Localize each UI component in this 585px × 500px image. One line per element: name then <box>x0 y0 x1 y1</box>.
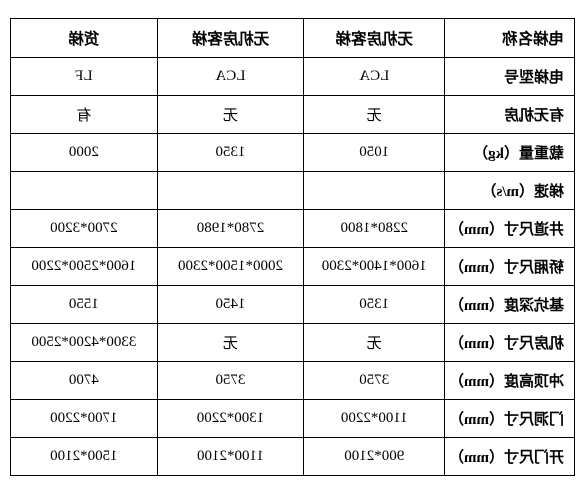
cell <box>11 172 158 210</box>
row-label: 基坑深度（mm） <box>445 286 575 324</box>
table-row: 井道尺寸（mm） 2280*1800 2780*1980 2700*3200 <box>11 210 575 248</box>
cell: 2000*1500*2300 <box>157 248 304 286</box>
cell: 无 <box>304 96 445 134</box>
header-cell: 无机房客梯 <box>304 19 445 58</box>
table-body: 电梯型号 LCA LCA LF 有无机房 无 无 有 载重量（kg） 1050 … <box>11 58 575 476</box>
cell: LCA <box>157 58 304 96</box>
table-header-row: 电梯名称 无机房客梯 无机房客梯 货梯 <box>11 19 575 58</box>
cell: 4700 <box>11 362 158 400</box>
row-label: 轿厢尺寸（mm） <box>445 248 575 286</box>
table-row: 冲顶高度（mm） 3750 3750 4700 <box>11 362 575 400</box>
cell: 1500*2100 <box>11 438 158 476</box>
cell: 1700*2200 <box>11 400 158 438</box>
table-row: 轿厢尺寸（mm） 1600*1400*2300 2000*1500*2300 1… <box>11 248 575 286</box>
table-row: 开门尺寸（mm） 900*2100 1100*2100 1500*2100 <box>11 438 575 476</box>
cell: 无 <box>304 324 445 362</box>
cell: 2000 <box>11 134 158 172</box>
header-cell: 货梯 <box>11 19 158 58</box>
cell: 1350 <box>157 134 304 172</box>
cell: 3300*4200*2500 <box>11 324 158 362</box>
cell: LCA <box>304 58 445 96</box>
table-row: 基坑深度（mm） 1350 1450 1550 <box>11 286 575 324</box>
cell: 900*2100 <box>304 438 445 476</box>
cell: 1450 <box>157 286 304 324</box>
row-label: 有无机房 <box>445 96 575 134</box>
spec-table: 电梯名称 无机房客梯 无机房客梯 货梯 电梯型号 LCA LCA LF 有无机房… <box>10 18 575 476</box>
row-label: 载重量（kg） <box>445 134 575 172</box>
cell: 1600*1400*2300 <box>304 248 445 286</box>
cell: 1550 <box>11 286 158 324</box>
table-row: 载重量（kg） 1050 1350 2000 <box>11 134 575 172</box>
row-label: 电梯型号 <box>445 58 575 96</box>
cell <box>157 172 304 210</box>
cell: 3750 <box>157 362 304 400</box>
row-label: 冲顶高度（mm） <box>445 362 575 400</box>
table-row: 梯速（m/s） <box>11 172 575 210</box>
cell: 无 <box>157 96 304 134</box>
row-label: 门洞尺寸（mm） <box>445 400 575 438</box>
cell: 2700*3200 <box>11 210 158 248</box>
row-label: 机房尺寸（mm） <box>445 324 575 362</box>
table-row: 门洞尺寸（mm） 1100*2200 1300*2200 1700*2200 <box>11 400 575 438</box>
row-label: 梯速（m/s） <box>445 172 575 210</box>
cell: 1300*2200 <box>157 400 304 438</box>
row-label: 井道尺寸（mm） <box>445 210 575 248</box>
table-row: 机房尺寸（mm） 无 无 3300*4200*2500 <box>11 324 575 362</box>
table-row: 有无机房 无 无 有 <box>11 96 575 134</box>
table-container: 电梯名称 无机房客梯 无机房客梯 货梯 电梯型号 LCA LCA LF 有无机房… <box>0 0 585 486</box>
header-cell: 电梯名称 <box>445 19 575 58</box>
header-cell: 无机房客梯 <box>157 19 304 58</box>
cell: 1350 <box>304 286 445 324</box>
cell: 2280*1800 <box>304 210 445 248</box>
cell: 1050 <box>304 134 445 172</box>
cell: 无 <box>157 324 304 362</box>
cell <box>304 172 445 210</box>
cell: 1100*2100 <box>157 438 304 476</box>
cell: 3750 <box>304 362 445 400</box>
cell: 2780*1980 <box>157 210 304 248</box>
cell: LF <box>11 58 158 96</box>
table-row: 电梯型号 LCA LCA LF <box>11 58 575 96</box>
cell: 1600*2500*2200 <box>11 248 158 286</box>
cell: 1100*2200 <box>304 400 445 438</box>
cell: 有 <box>11 96 158 134</box>
row-label: 开门尺寸（mm） <box>445 438 575 476</box>
